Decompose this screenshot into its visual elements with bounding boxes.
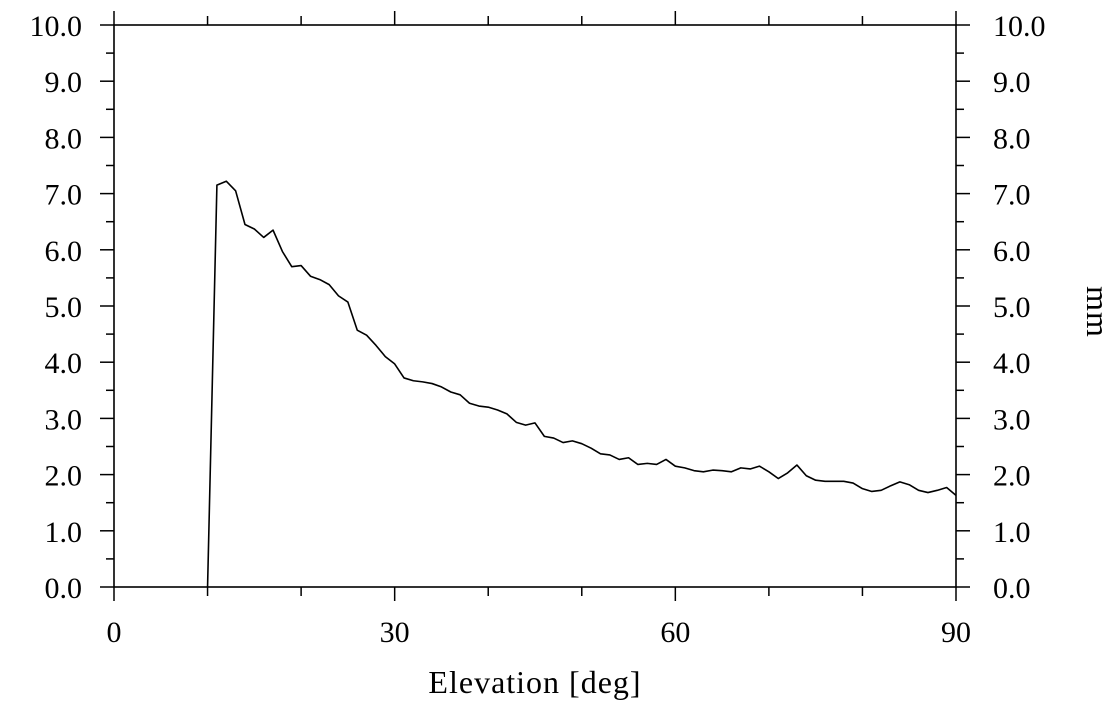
y-tick-label-left: 7.0 — [45, 179, 83, 212]
y-tick-label-left: 9.0 — [45, 66, 83, 99]
y-tick-label-right: 3.0 — [993, 403, 1031, 436]
y-tick-label-left: 6.0 — [45, 235, 83, 268]
x-tick-label: 60 — [660, 616, 690, 649]
y-tick-label-right: 8.0 — [993, 122, 1031, 155]
y-tick-label-right: 9.0 — [993, 66, 1031, 99]
y-tick-label-left: 3.0 — [45, 403, 83, 436]
x-axis-title: Elevation [deg] — [428, 664, 641, 700]
y-tick-label-right: 0.0 — [993, 572, 1031, 605]
y-tick-label-right: 7.0 — [993, 179, 1031, 212]
y-tick-label-left: 0.0 — [45, 572, 83, 605]
y-tick-label-left: 8.0 — [45, 122, 83, 155]
tick-labels: 0 30 60 90 0.0 0.0 1.0 1.0 2.0 2.0 3.0 3.0 4.0 4.0 5.0… — [30, 10, 1046, 649]
y-tick-label-right: 1.0 — [993, 516, 1031, 549]
y-tick-label-left: 4.0 — [45, 347, 83, 380]
right-axis-title: mm — [1080, 286, 1113, 338]
x-tick-label: 0 — [107, 616, 122, 649]
x-tick-label: 90 — [941, 616, 971, 649]
series-line — [206, 180, 957, 588]
x-tick-label: 30 — [380, 616, 410, 649]
y-tick-label-left: 10.0 — [30, 10, 83, 43]
y-tick-label-right: 10.0 — [993, 10, 1046, 43]
y-tick-label-right: 5.0 — [993, 291, 1031, 324]
y-tick-label-right: 2.0 — [993, 460, 1031, 493]
y-tick-label-right: 6.0 — [993, 235, 1031, 268]
plot-frame — [113, 24, 957, 588]
y-tick-label-left: 1.0 — [45, 516, 83, 549]
tick-marks — [100, 11, 970, 601]
y-tick-label-left: 2.0 — [45, 460, 83, 493]
y-tick-label-right: 4.0 — [993, 347, 1031, 380]
y-tick-label-left: 5.0 — [45, 291, 83, 324]
